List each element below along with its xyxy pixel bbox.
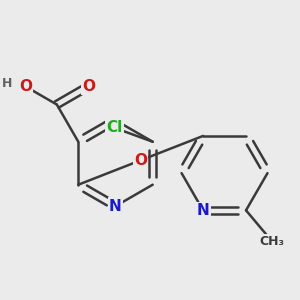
Text: N: N <box>109 199 122 214</box>
Text: O: O <box>82 79 95 94</box>
Text: O: O <box>19 79 32 94</box>
Text: N: N <box>197 203 209 218</box>
Text: O: O <box>134 153 147 168</box>
Text: H: H <box>2 76 12 90</box>
Text: Cl: Cl <box>106 120 122 135</box>
Text: CH₃: CH₃ <box>260 235 285 248</box>
